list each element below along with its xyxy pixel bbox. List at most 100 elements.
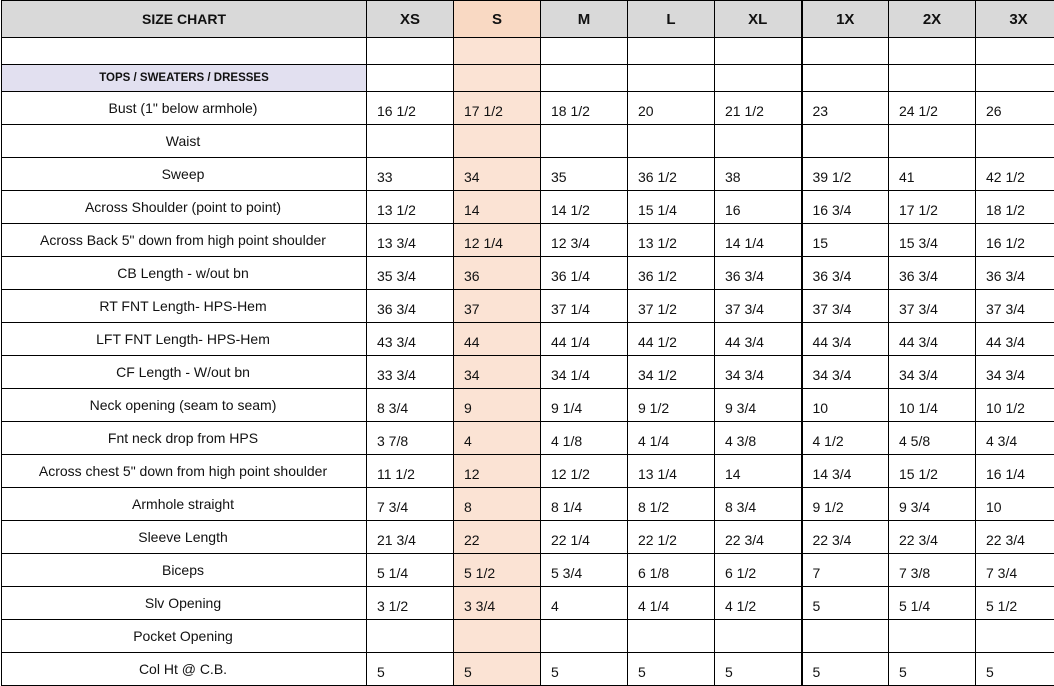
measurement-label: LFT FNT Length- HPS-Hem	[2, 323, 367, 356]
value-cell-1x: 23	[802, 92, 889, 125]
value-cell-xs: 35 3/4	[367, 257, 454, 290]
value-cell-xl: 4 3/8	[715, 422, 802, 455]
measurement-row: Waist	[2, 125, 1054, 158]
value-cell-xl	[715, 125, 802, 158]
value-cell-xl: 34 3/4	[715, 356, 802, 389]
value-cell-xs: 33 3/4	[367, 356, 454, 389]
value-cell-l: 34 1/2	[628, 356, 715, 389]
measurement-label: Col Ht @ C.B.	[2, 653, 367, 686]
blank-cell	[367, 38, 454, 65]
value-cell-l: 36 1/2	[628, 158, 715, 191]
value-cell-2x	[889, 125, 976, 158]
measurement-label: Sleeve Length	[2, 521, 367, 554]
size-header-xl: XL	[715, 1, 802, 38]
value-cell-l	[628, 620, 715, 653]
measurement-label: RT FNT Length- HPS-Hem	[2, 290, 367, 323]
value-cell-2x: 4 5/8	[889, 422, 976, 455]
section-label: TOPS / SWEATERS / DRESSES	[2, 65, 367, 92]
value-cell-l: 4 1/4	[628, 422, 715, 455]
value-cell-3x: 44 3/4	[976, 323, 1054, 356]
value-cell-1x: 39 1/2	[802, 158, 889, 191]
value-cell-xl: 37 3/4	[715, 290, 802, 323]
value-cell-xs	[367, 125, 454, 158]
value-cell-1x: 16 3/4	[802, 191, 889, 224]
value-cell-3x: 5	[976, 653, 1054, 686]
value-cell-xs: 7 3/4	[367, 488, 454, 521]
measurement-row: Across chest 5" down from high point sho…	[2, 455, 1054, 488]
measurement-label: Slv Opening	[2, 587, 367, 620]
value-cell-xl: 38	[715, 158, 802, 191]
value-cell-l: 9 1/2	[628, 389, 715, 422]
value-cell-2x: 5	[889, 653, 976, 686]
measurement-label: Across Back 5" down from high point shou…	[2, 224, 367, 257]
value-cell-m: 22 1/4	[541, 521, 628, 554]
value-cell-l: 22 1/2	[628, 521, 715, 554]
blank-cell	[889, 65, 976, 92]
blank-cell	[454, 65, 541, 92]
blank-cell	[454, 38, 541, 65]
value-cell-xs: 13 1/2	[367, 191, 454, 224]
value-cell-1x: 14 3/4	[802, 455, 889, 488]
value-cell-1x: 34 3/4	[802, 356, 889, 389]
measurement-label: Bust (1" below armhole)	[2, 92, 367, 125]
value-cell-s: 37	[454, 290, 541, 323]
value-cell-3x: 5 1/2	[976, 587, 1054, 620]
value-cell-3x: 4 3/4	[976, 422, 1054, 455]
value-cell-2x: 9 3/4	[889, 488, 976, 521]
value-cell-l: 44 1/2	[628, 323, 715, 356]
value-cell-xl: 21 1/2	[715, 92, 802, 125]
value-cell-l: 4 1/4	[628, 587, 715, 620]
value-cell-s: 12 1/4	[454, 224, 541, 257]
size-chart-title: SIZE CHART	[2, 1, 367, 38]
value-cell-m: 14 1/2	[541, 191, 628, 224]
value-cell-xl: 36 3/4	[715, 257, 802, 290]
value-cell-2x: 36 3/4	[889, 257, 976, 290]
value-cell-xs	[367, 620, 454, 653]
size-header-xs: XS	[367, 1, 454, 38]
value-cell-1x: 5	[802, 587, 889, 620]
measurement-label: Waist	[2, 125, 367, 158]
value-cell-s: 14	[454, 191, 541, 224]
blank-cell	[541, 38, 628, 65]
value-cell-1x	[802, 125, 889, 158]
value-cell-s: 5	[454, 653, 541, 686]
value-cell-1x: 9 1/2	[802, 488, 889, 521]
value-cell-xs: 11 1/2	[367, 455, 454, 488]
value-cell-1x	[802, 620, 889, 653]
value-cell-s: 22	[454, 521, 541, 554]
blank-row	[2, 38, 1054, 65]
value-cell-xl: 44 3/4	[715, 323, 802, 356]
value-cell-l: 15 1/4	[628, 191, 715, 224]
value-cell-3x	[976, 620, 1054, 653]
measurement-label: Fnt neck drop from HPS	[2, 422, 367, 455]
value-cell-m: 36 1/4	[541, 257, 628, 290]
value-cell-2x: 7 3/8	[889, 554, 976, 587]
blank-cell	[367, 65, 454, 92]
measurement-label: Neck opening (seam to seam)	[2, 389, 367, 422]
value-cell-l	[628, 125, 715, 158]
value-cell-3x: 34 3/4	[976, 356, 1054, 389]
value-cell-l: 37 1/2	[628, 290, 715, 323]
measurement-label: Armhole straight	[2, 488, 367, 521]
blank-cell	[802, 65, 889, 92]
measurement-label: Across chest 5" down from high point sho…	[2, 455, 367, 488]
value-cell-xs: 36 3/4	[367, 290, 454, 323]
value-cell-xs: 43 3/4	[367, 323, 454, 356]
value-cell-3x: 10	[976, 488, 1054, 521]
size-header-m: M	[541, 1, 628, 38]
value-cell-s: 44	[454, 323, 541, 356]
value-cell-1x: 36 3/4	[802, 257, 889, 290]
blank-cell	[802, 38, 889, 65]
value-cell-3x: 36 3/4	[976, 257, 1054, 290]
value-cell-xl: 8 3/4	[715, 488, 802, 521]
value-cell-xs: 16 1/2	[367, 92, 454, 125]
value-cell-3x: 16 1/2	[976, 224, 1054, 257]
value-cell-xl: 5	[715, 653, 802, 686]
value-cell-m: 5 3/4	[541, 554, 628, 587]
